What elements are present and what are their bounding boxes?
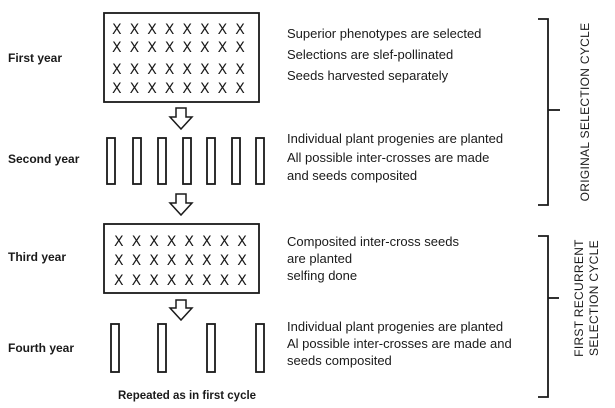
plant-mark: X (184, 273, 194, 289)
desc-fourth-line-2: Al possible inter-crosses are made and (287, 336, 512, 351)
plant-mark: X (200, 40, 210, 56)
original-cycle-bracket (538, 18, 549, 206)
progeny-row (157, 323, 167, 373)
plant-mark: X (182, 40, 192, 56)
plant-mark: X (130, 81, 140, 97)
plant-mark: X (130, 62, 140, 78)
footer-note: Repeated as in first cycle (118, 390, 256, 402)
plant-mark: X (132, 234, 142, 250)
plant-mark: X (182, 22, 192, 38)
desc-first-line-3: Seeds harvested separately (287, 68, 449, 83)
plant-mark: X (200, 62, 210, 78)
year-label-second: Second year (8, 152, 80, 166)
plant-mark: X (149, 273, 159, 289)
year-label-fourth: Fourth year (8, 341, 74, 355)
plant-mark: X (147, 40, 157, 56)
desc-first-line-2: Selections are slef-pollinated (287, 47, 453, 62)
plant-mark: X (130, 22, 140, 38)
plant-mark: X (167, 273, 177, 289)
plant-mark: X (132, 273, 142, 289)
desc-first-line-1: Superior phenotypes are selected (287, 26, 481, 41)
plant-mark: X (149, 253, 159, 269)
desc-second-line-2: All possible inter-crosses are made (287, 150, 489, 165)
plant-mark: X (114, 273, 124, 289)
progeny-row (106, 137, 116, 185)
plant-mark: X (147, 22, 157, 38)
plant-mark: X (130, 40, 140, 56)
plant-mark: X (165, 22, 175, 38)
desc-fourth-line-3: seeds composited (287, 353, 392, 368)
progeny-row (182, 137, 192, 185)
down-arrow-icon (168, 299, 194, 322)
plant-mark: X (132, 253, 142, 269)
first-year-field (103, 12, 260, 103)
third-year-plants: X X X X X X X XX X X X X X X XX X X X X X X X (114, 234, 247, 289)
plant-mark: X (218, 62, 228, 78)
plant-mark: X (149, 234, 159, 250)
plant-mark: X (218, 40, 228, 56)
plant-mark: X (167, 253, 177, 269)
third-year-field (103, 223, 260, 294)
progeny-row (206, 137, 216, 185)
progeny-row (206, 323, 216, 373)
plant-mark: X (147, 62, 157, 78)
recurrent-cycle-label-line-1: FIRST RECURRENT (572, 239, 586, 357)
progeny-row (110, 323, 120, 373)
plant-mark: X (202, 234, 212, 250)
recurrent-cycle-label-line-2: SELECTION CYCLE (587, 240, 601, 356)
original-cycle-label: ORIGINAL SELECTION CYCLE (578, 23, 592, 202)
fourth-year-progeny-rows (110, 323, 265, 373)
recurrent-cycle-bracket (538, 235, 549, 398)
plant-mark: X (200, 81, 210, 97)
plant-mark: X (184, 234, 194, 250)
desc-third-line-2: are planted (287, 251, 352, 266)
progeny-row (157, 137, 167, 185)
plant-mark: X (235, 81, 245, 97)
plant-mark: X (114, 253, 124, 269)
plant-mark: X (218, 81, 228, 97)
plant-mark: X (112, 40, 122, 56)
plant-mark: X (235, 40, 245, 56)
plant-mark: X (220, 234, 230, 250)
plant-mark: X (112, 62, 122, 78)
year-label-third: Third year (8, 250, 66, 264)
desc-second-line-3: and seeds composited (287, 168, 417, 183)
plant-mark: X (202, 273, 212, 289)
plant-mark: X (182, 81, 192, 97)
plant-mark: X (165, 40, 175, 56)
plant-mark: X (165, 62, 175, 78)
first-year-plants: X X X X X X X XX X X X X X X XX X X X X X X XX X X X X X X X (112, 22, 245, 97)
desc-third-line-3: selfing done (287, 268, 357, 283)
plant-mark: X (220, 273, 230, 289)
progeny-row (255, 323, 265, 373)
year-label-first: First year (8, 51, 62, 65)
plant-mark: X (202, 253, 212, 269)
plant-mark: X (112, 22, 122, 38)
plant-mark: X (235, 62, 245, 78)
plant-mark: X (235, 22, 245, 38)
plant-mark: X (112, 81, 122, 97)
desc-third-line-1: Composited inter-cross seeds (287, 234, 459, 249)
down-arrow-icon (168, 193, 194, 217)
down-arrow-icon (168, 107, 194, 131)
plant-mark: X (147, 81, 157, 97)
plant-mark: X (237, 273, 247, 289)
plant-mark: X (165, 81, 175, 97)
desc-fourth-line-1: Individual plant progenies are planted (287, 319, 503, 334)
plant-mark: X (237, 234, 247, 250)
plant-mark: X (114, 234, 124, 250)
progeny-row (231, 137, 241, 185)
plant-mark: X (200, 22, 210, 38)
second-year-progeny-rows (106, 137, 265, 185)
plant-mark: X (167, 234, 177, 250)
plant-mark: X (237, 253, 247, 269)
progeny-row (255, 137, 265, 185)
progeny-row (132, 137, 142, 185)
desc-second-line-1: Individual plant progenies are planted (287, 131, 503, 146)
plant-mark: X (220, 253, 230, 269)
plant-mark: X (182, 62, 192, 78)
plant-mark: X (218, 22, 228, 38)
plant-mark: X (184, 253, 194, 269)
